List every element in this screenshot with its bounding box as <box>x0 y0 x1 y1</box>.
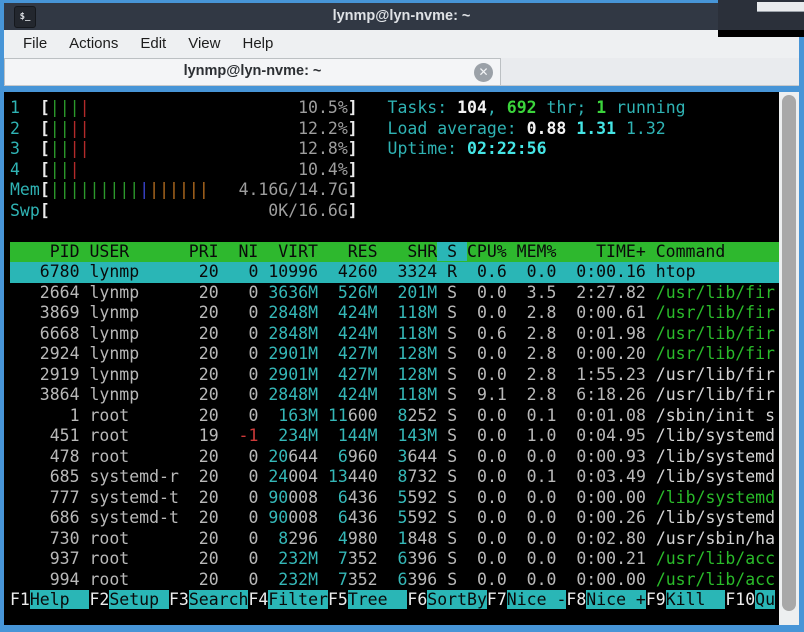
process-row-994[interactable]: 994 root 20 0 232M 7352 6396 S 0.0 0.0 0… <box>10 569 776 589</box>
process-row-686[interactable]: 686 systemd-t 20 0 90008 6436 5592 S 0.0… <box>10 508 776 527</box>
tab-active[interactable]: lynmp@lyn-nvme: ~ ✕ <box>4 58 501 85</box>
fkey-f4[interactable]: F4Filter <box>248 590 328 609</box>
meter-line-3: 3 [|||| 12.8%] Uptime: 02:22:56 <box>10 139 547 158</box>
terminal-content[interactable]: 1 [|||| 10.5%] Tasks: 104, 692 thr; 1 ru… <box>4 92 779 625</box>
titlebar[interactable]: $_ lynmp@lyn-nvme: ~ <box>4 3 799 30</box>
meter-line-4: 4 [||| 10.4%] <box>10 159 358 179</box>
window-title: lynmp@lyn-nvme: ~ <box>332 8 471 24</box>
fkey-f8[interactable]: F8Nice + <box>566 590 646 609</box>
process-row-1[interactable]: 1 root 20 0 163M 11600 8252 S 0.0 0.1 0:… <box>10 405 776 425</box>
fkey-f6[interactable]: F6SortBy <box>407 590 487 609</box>
process-row-2664[interactable]: 2664 lynmp 20 0 3636M 526M 201M S 0.0 3.… <box>10 282 775 302</box>
meter-line-2: 2 [|||| 12.2%] Load average: 0.88 1.31 1… <box>10 118 666 138</box>
scrollbar-thumb[interactable] <box>782 95 796 611</box>
fkey-f9[interactable]: F9Kill <box>645 590 726 609</box>
fkey-f3[interactable]: F3Search <box>168 590 249 609</box>
process-row-2919[interactable]: 2919 lynmp 20 0 2901M 427M 128M S 0.0 2.… <box>10 364 775 384</box>
menu-item-edit[interactable]: Edit <box>140 35 167 52</box>
process-row-6780[interactable]: 6780 lynmp 20 0 10996 4260 3324 R 0.6 0.… <box>10 262 779 283</box>
fkey-f10[interactable]: F10Qu <box>725 590 776 609</box>
process-row-478[interactable]: 478 root 20 0 20644 6960 3644 S 0.0 0.0 … <box>10 446 776 466</box>
meter-line-swp: Swp[ 0K/16.6G] <box>10 200 358 220</box>
process-row-2924[interactable]: 2924 lynmp 20 0 2901M 427M 128M S 0.0 2.… <box>10 344 775 363</box>
terminal-app-icon: $_ <box>14 6 36 28</box>
menu-item-help[interactable]: Help <box>242 35 274 52</box>
menubar: File Actions Edit View Help <box>4 30 799 58</box>
menu-item-view[interactable]: View <box>188 35 221 52</box>
menu-item-actions[interactable]: Actions <box>69 35 119 52</box>
fkey-f2[interactable]: F2Setup <box>89 590 169 609</box>
process-row-685[interactable]: 685 systemd-r 20 0 24004 13440 8732 S 0.… <box>10 467 776 486</box>
menu-item-file[interactable]: File <box>23 35 48 52</box>
process-row-937[interactable]: 937 root 20 0 232M 7352 6396 S 0.0 0.0 0… <box>10 549 776 568</box>
fkey-f1[interactable]: F1Help <box>10 590 90 609</box>
process-row-3864[interactable]: 3864 lynmp 20 0 2848M 424M 118M S 9.1 2.… <box>10 385 775 404</box>
blank-line <box>10 221 779 242</box>
function-key-bar: F1Help F2Setup F3SearchF4FilterF5Tree F6… <box>10 590 779 611</box>
process-row-777[interactable]: 777 systemd-t 20 0 90008 6436 5592 S 0.0… <box>10 487 776 507</box>
close-icon[interactable]: ✕ <box>474 63 493 82</box>
process-row-3869[interactable]: 3869 lynmp 20 0 2848M 424M 118M S 0.0 2.… <box>10 303 775 322</box>
tabbar: lynmp@lyn-nvme: ~ ✕ <box>4 58 799 86</box>
background-window <box>718 0 804 37</box>
scrollbar[interactable] <box>779 92 799 625</box>
tab-title: lynmp@lyn-nvme: ~ <box>183 63 322 79</box>
background-window-toolbar <box>757 2 804 12</box>
meter-line-1: 1 [|||| 10.5%] Tasks: 104, 692 thr; 1 ru… <box>10 98 686 117</box>
process-row-451[interactable]: 451 root 19 -1 234M 144M 143M S 0.0 1.0 … <box>10 426 775 445</box>
fkey-f5[interactable]: F5Tree <box>327 590 408 609</box>
process-row-6668[interactable]: 6668 lynmp 20 0 2848M 424M 118M S 0.6 2.… <box>10 323 775 343</box>
process-row-730[interactable]: 730 root 20 0 8296 4980 1848 S 0.0 0.0 0… <box>10 528 776 548</box>
meter-line-mem: Mem[|||||||||||||||| 4.16G/14.7G] <box>10 180 358 199</box>
fkey-f7[interactable]: F7Nice - <box>486 590 567 609</box>
process-table-header[interactable]: PID USER PRI NI VIRT RES SHR S CPU% MEM%… <box>10 241 779 262</box>
